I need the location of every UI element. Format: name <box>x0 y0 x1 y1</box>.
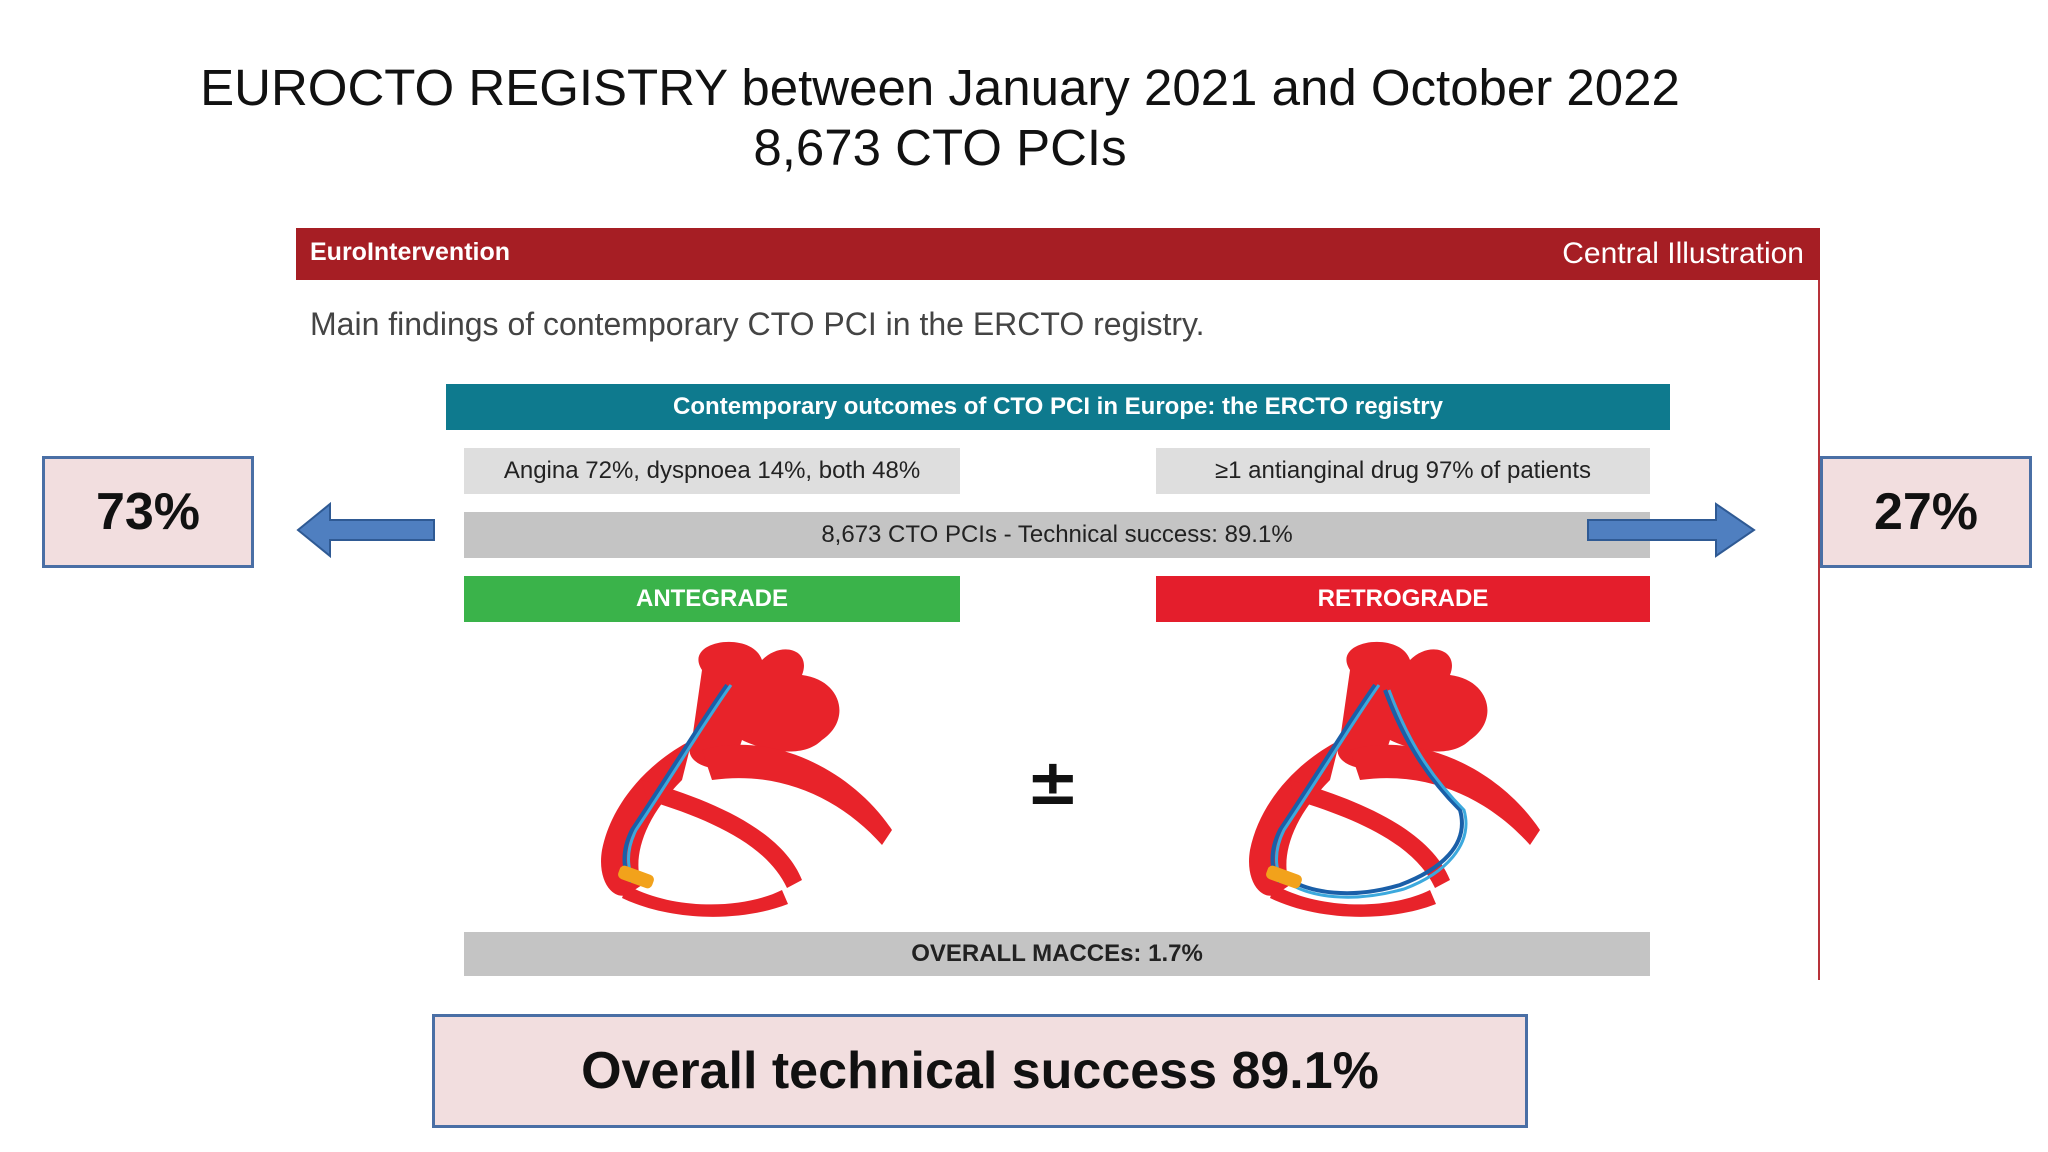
figure-subtitle: Main findings of contemporary CTO PCI in… <box>310 306 1205 342</box>
figure-right-border <box>1818 228 1820 980</box>
journal-name: EuroIntervention <box>310 238 511 266</box>
slide-subtitle: 8,673 CTO PCIs <box>753 119 1127 176</box>
overall-success-callout: Overall technical success 89.1% <box>432 1014 1528 1128</box>
left-arrow-icon <box>296 501 435 559</box>
figure-header: EuroIntervention Central Illustration <box>296 228 1820 280</box>
illustration-label: Central Illustration <box>1562 237 1804 270</box>
antegrade-heart-illustration <box>601 641 892 917</box>
antianginal-drug-bar: ≥1 antianginal drug 97% of patients <box>1156 448 1650 494</box>
retrograde-label: RETROGRADE <box>1156 576 1650 622</box>
slide-title: EUROCTO REGISTRY between January 2021 an… <box>200 59 1680 116</box>
technical-success-bar: 8,673 CTO PCIs - Technical success: 89.1… <box>464 512 1650 558</box>
plus-minus-symbol: ± <box>1026 746 1080 820</box>
symptoms-bar: Angina 72%, dyspnoea 14%, both 48% <box>464 448 960 494</box>
retrograde-heart-illustration <box>1249 641 1540 917</box>
antegrade-percentage-callout: 73% <box>42 456 254 568</box>
macce-bar: OVERALL MACCEs: 1.7% <box>464 932 1650 976</box>
retrograde-percentage-callout: 27% <box>1820 456 2032 568</box>
right-arrow-icon <box>1587 502 1756 558</box>
registry-banner: Contemporary outcomes of CTO PCI in Euro… <box>446 384 1670 430</box>
antegrade-label: ANTEGRADE <box>464 576 960 622</box>
